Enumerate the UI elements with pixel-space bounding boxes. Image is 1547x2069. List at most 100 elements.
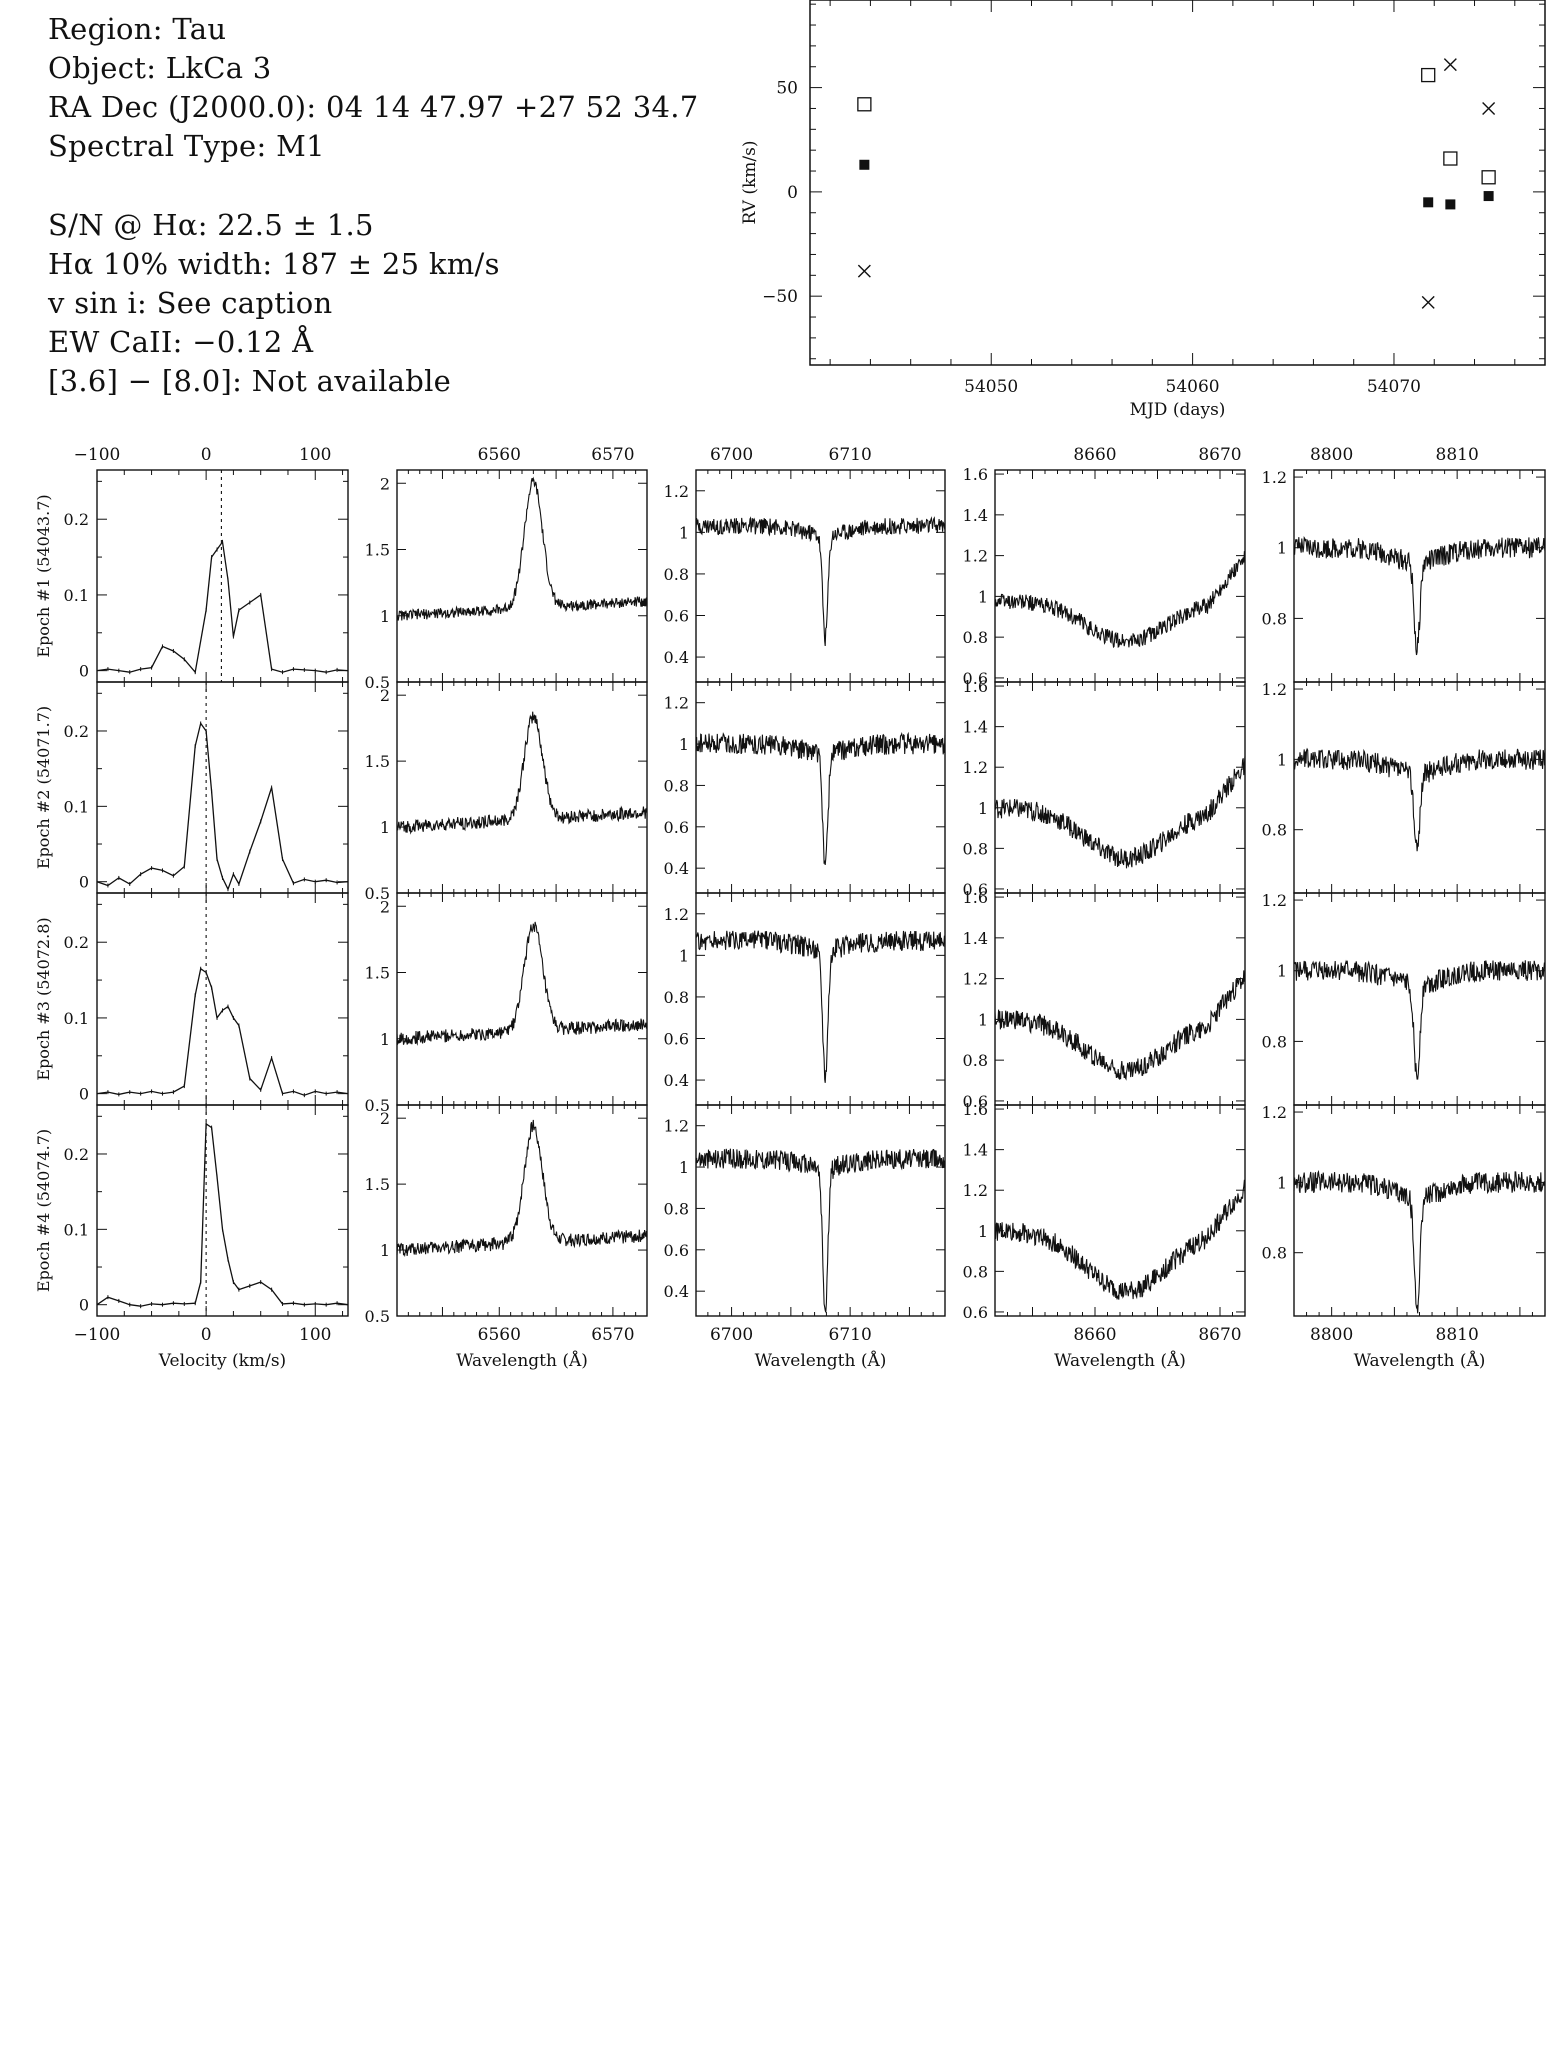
spectrum-panel-frame [695, 1104, 946, 1317]
spec-y-tick-label: 1.5 [365, 1175, 390, 1194]
spectrum-panel-frame [396, 469, 648, 683]
spec-y-tick-label: 2 [380, 1109, 390, 1128]
spec-y-tick-label: 0.8 [1262, 1244, 1287, 1263]
spec-y-tick-label: 1.5 [365, 964, 390, 983]
spec-bottom-tick-label: 8800 [1310, 1325, 1353, 1345]
ccf-panel-frame [96, 1104, 349, 1317]
spec-y-tick-label: 1 [978, 799, 988, 818]
spectrum-line [1293, 959, 1546, 1080]
spectrum-panel-frame [396, 681, 648, 894]
ccf-y-tick-label: 0.1 [64, 1009, 89, 1028]
vsini-text: v sin i: See caption [48, 286, 333, 320]
rv-point-open-square [1443, 151, 1458, 166]
ccf-curve [96, 721, 349, 891]
spectrum-line [695, 516, 946, 647]
spectrum-line [994, 1179, 1246, 1300]
spec-y-tick-label: 0.4 [664, 859, 689, 878]
ccf-y-tick-label: 0.1 [64, 586, 89, 605]
spec-y-tick-label: 1.2 [963, 1181, 988, 1200]
ccf-bottom-tick-label: 0 [201, 1325, 212, 1345]
spectrum-panel-frame [396, 1104, 648, 1317]
radec-text: RA Dec (J2000.0): 04 14 47.97 +27 52 34.… [48, 90, 699, 124]
spec-y-tick-label: 1.2 [1262, 891, 1287, 910]
ccf-y-tick-label: 0.1 [64, 797, 89, 816]
spec-y-tick-label: 1 [679, 735, 689, 754]
ccf-y-tick-label: 0 [79, 1085, 89, 1104]
spec-bottom-tick-label: 8670 [1198, 1325, 1241, 1345]
rv-point-open-square [857, 97, 872, 112]
spec-y-tick-label: 1.2 [664, 905, 689, 924]
spec-y-tick-label: 1.4 [963, 929, 988, 948]
spec-y-tick-label: 1 [978, 1010, 988, 1029]
spec-bottom-tick-label: 6570 [591, 1325, 634, 1345]
spec-y-tick-label: 1.5 [365, 541, 390, 560]
spectrum-panel-frame [1293, 681, 1546, 894]
ccf-panel-frame [96, 892, 349, 1106]
rv-plot-frame [809, 0, 1546, 366]
spec-y-tick-label: 1.2 [1262, 468, 1287, 487]
spec-y-tick-label: 0.6 [664, 606, 689, 625]
rv-point-filled-square [1423, 197, 1434, 208]
spec-y-tick-label: 0.6 [963, 1303, 988, 1322]
spec-top-tick-label: 8800 [1310, 445, 1353, 465]
spec-y-tick-label: 0.8 [963, 1051, 988, 1070]
spec-y-tick-label: 0.8 [1262, 609, 1287, 628]
rv-point-cross [1421, 295, 1435, 309]
spec-y-tick-label: 2 [380, 897, 390, 916]
spec-x-axis-label: Wavelength (Å) [456, 1350, 588, 1371]
spec-top-tick-label: 8810 [1436, 445, 1479, 465]
ccf-y-tick-label: 0.2 [64, 510, 89, 529]
spec-y-tick-label: 1.2 [1262, 1103, 1287, 1122]
spec-y-tick-label: 0.5 [365, 1307, 390, 1326]
spec-y-tick-label: 1 [679, 523, 689, 542]
spec-y-tick-label: 1 [679, 1158, 689, 1177]
spectrum-line [695, 930, 946, 1083]
spec-top-tick-label: 6570 [591, 445, 634, 465]
spec-y-tick-label: 0.4 [664, 1071, 689, 1090]
spec-x-axis-label: Wavelength (Å) [755, 1350, 887, 1371]
spec-y-tick-label: 0.8 [664, 1199, 689, 1218]
spec-y-tick-label: 1.6 [963, 1100, 988, 1119]
spec-y-tick-label: 2 [380, 474, 390, 493]
spec-y-tick-label: 1.2 [1262, 680, 1287, 699]
spectrum-line [1293, 1169, 1546, 1314]
spec-bottom-tick-label: 6710 [829, 1325, 872, 1345]
rv-y-axis-label: RV (km/s) [740, 140, 760, 224]
spec-y-tick-label: 0.8 [1262, 821, 1287, 840]
spec-y-tick-label: 1 [380, 607, 390, 626]
spec-top-tick-label: 8670 [1198, 445, 1241, 465]
spec-top-tick-label: 6710 [829, 445, 872, 465]
spectrum-panel-frame [695, 892, 946, 1106]
ccf-top-tick-label: −100 [74, 445, 121, 465]
spec-top-tick-label: 8660 [1073, 445, 1116, 465]
spec-y-tick-label: 1 [978, 1222, 988, 1241]
rv-y-tick-label: −50 [762, 287, 798, 307]
ccf-epoch-label: Epoch #3 (54072.8) [34, 917, 53, 1080]
spec-y-tick-label: 1 [679, 946, 689, 965]
spectral-type-text: Spectral Type: M1 [48, 129, 325, 163]
spec-y-tick-label: 1.2 [664, 694, 689, 713]
rv-x-tick-label: 54070 [1367, 377, 1421, 397]
spectrum-line [396, 476, 648, 621]
ccf-y-tick-label: 0 [79, 662, 89, 681]
rv-point-open-square [1481, 170, 1496, 185]
spectrum-panel-frame [695, 681, 946, 894]
spec-top-tick-label: 6700 [710, 445, 753, 465]
spectrum-line [1293, 747, 1546, 852]
halpha-width-text: Hα 10% width: 187 ± 25 km/s [48, 247, 500, 281]
ccf-epoch-label: Epoch #1 (54043.7) [34, 494, 53, 657]
spec-y-tick-label: 1 [1277, 1173, 1287, 1192]
spec-y-tick-label: 0.8 [963, 839, 988, 858]
ccf-bottom-tick-label: −100 [74, 1325, 121, 1345]
spec-bottom-tick-label: 6700 [710, 1325, 753, 1345]
spectrum-line [396, 711, 648, 835]
spec-y-tick-label: 1.6 [963, 888, 988, 907]
spec-y-tick-label: 2 [380, 686, 390, 705]
ccf-top-tick-label: 0 [201, 445, 212, 465]
spectrum-line [994, 970, 1246, 1081]
ccf-y-tick-label: 0.2 [64, 722, 89, 741]
spec-y-tick-label: 0.6 [963, 880, 988, 899]
sn-text: S/N @ Hα: 22.5 ± 1.5 [48, 208, 374, 242]
rv-x-tick-label: 54050 [964, 377, 1018, 397]
